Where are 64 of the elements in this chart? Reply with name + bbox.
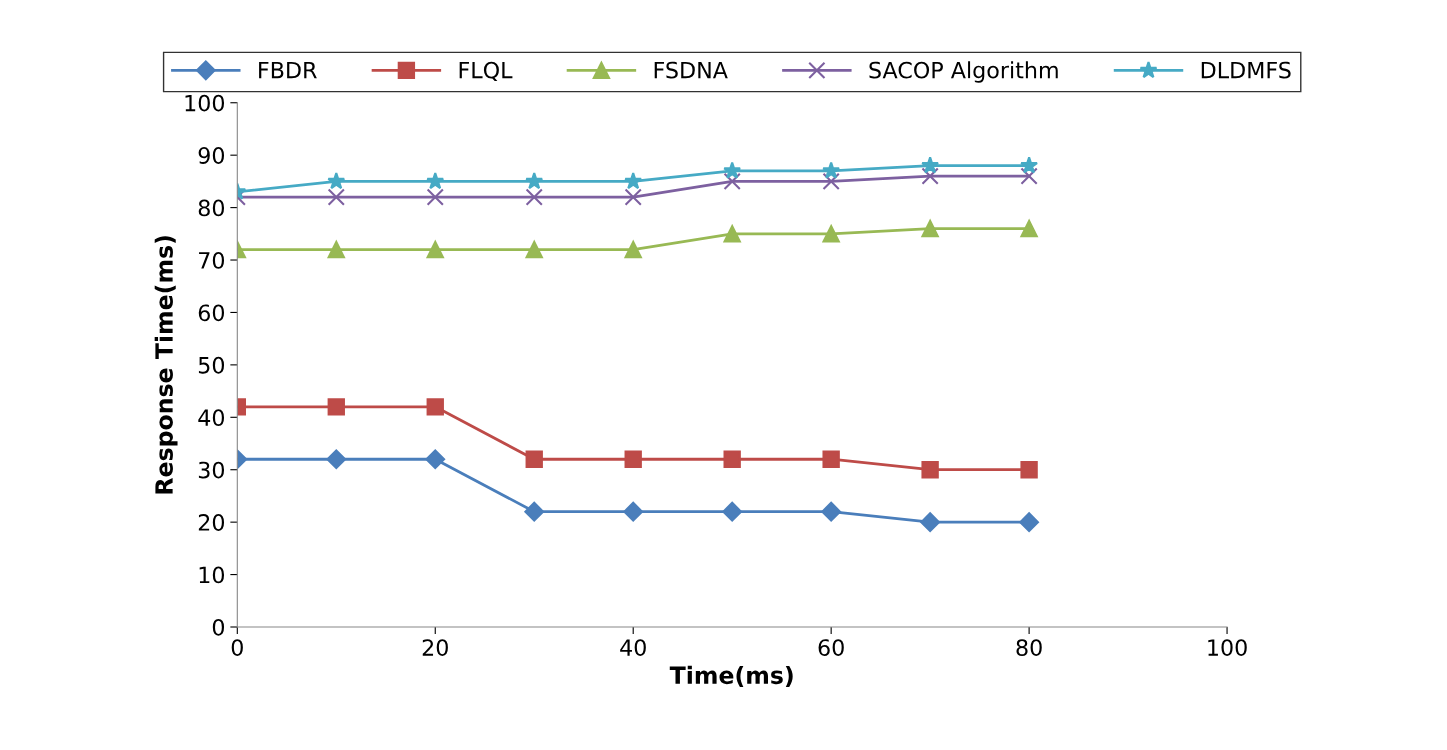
point <box>624 188 642 206</box>
y-tick-label: 100 <box>185 94 225 112</box>
point <box>920 512 941 533</box>
point <box>426 398 444 416</box>
point <box>426 240 444 259</box>
y-axis-title: Response Time(ms) <box>154 236 178 494</box>
point <box>822 225 840 243</box>
legend-label: DLDMFS <box>1201 61 1291 79</box>
point <box>327 398 345 416</box>
point <box>723 161 742 179</box>
point <box>822 172 840 191</box>
y-tick-label: 10 <box>199 566 225 584</box>
point <box>624 172 643 190</box>
point <box>1020 461 1038 479</box>
point <box>525 450 543 468</box>
y-tick-label: 50 <box>198 356 225 374</box>
point <box>426 188 444 206</box>
point <box>525 172 544 190</box>
point <box>921 167 939 185</box>
x-tick-label: 0 <box>231 639 243 657</box>
x-tick-label: 40 <box>620 639 646 657</box>
x-tick-label: 60 <box>818 639 844 657</box>
point <box>327 172 346 190</box>
point <box>326 449 347 470</box>
point <box>723 225 741 243</box>
legend-label: FBDR <box>259 61 317 79</box>
x-tick-label: 20 <box>422 639 448 657</box>
y-tick-label: 40 <box>198 409 225 427</box>
y-tick-label: 30 <box>198 461 225 479</box>
point <box>1020 156 1039 174</box>
y-tick-label: 60 <box>198 304 225 322</box>
point <box>525 240 543 259</box>
point <box>722 501 743 522</box>
point <box>921 461 939 479</box>
point <box>426 172 445 190</box>
point <box>822 450 840 468</box>
point <box>723 450 741 468</box>
y-tick-label: 90 <box>198 147 225 164</box>
point <box>921 156 940 174</box>
point <box>425 449 446 470</box>
point <box>1020 219 1038 238</box>
y-tick-label: 20 <box>198 514 225 531</box>
point <box>327 240 345 259</box>
legend-label: FSDNA <box>654 61 728 79</box>
legend-label: SACOP Algorithm <box>869 61 1058 83</box>
point <box>821 501 842 522</box>
x-tick-label: 100 <box>1208 639 1247 657</box>
point <box>723 172 741 191</box>
point <box>623 501 644 522</box>
point <box>822 161 841 179</box>
point <box>525 188 543 206</box>
point <box>1019 512 1039 533</box>
x-axis-title: Time(ms) <box>669 665 793 687</box>
legend-label: FLQL <box>459 61 513 81</box>
point <box>1020 167 1038 185</box>
point <box>327 188 345 206</box>
y-tick-label: 0 <box>212 618 225 636</box>
y-tick-label: 80 <box>198 199 225 217</box>
point <box>524 501 545 522</box>
x-tick-label: 80 <box>1016 639 1042 657</box>
point <box>921 219 939 238</box>
point <box>624 240 642 259</box>
y-tick-label: 70 <box>199 251 225 269</box>
point <box>624 450 642 468</box>
